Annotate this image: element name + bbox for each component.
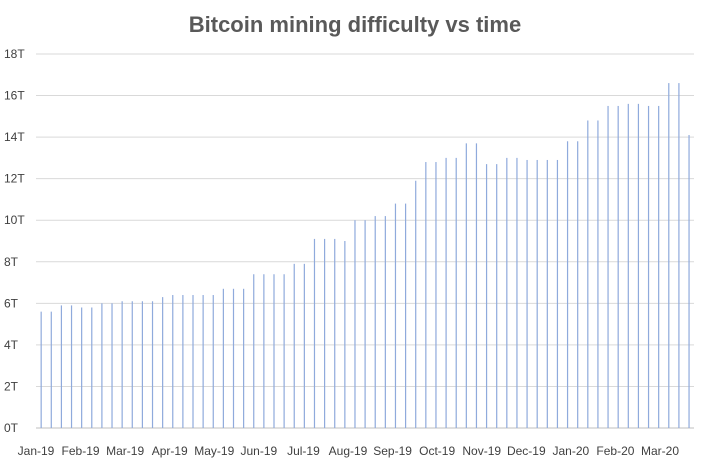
bar [283, 274, 285, 428]
y-tick-label: 4T [4, 338, 19, 352]
y-tick-label: 6T [4, 296, 19, 310]
bar [506, 157, 508, 428]
bar [577, 141, 579, 428]
bar [678, 83, 680, 428]
x-tick-label: Jun-19 [241, 444, 278, 458]
bar [182, 295, 184, 428]
bar [496, 164, 498, 428]
bar [172, 295, 174, 428]
bar [415, 180, 417, 428]
x-tick-label: Mar-20 [641, 444, 679, 458]
x-tick-label: Feb-20 [596, 444, 634, 458]
bar [101, 303, 103, 428]
bar [324, 238, 326, 428]
bar [384, 216, 386, 428]
bar [354, 220, 356, 428]
x-tick-label: Jul-19 [287, 444, 320, 458]
bar [475, 143, 478, 428]
bar [516, 157, 518, 428]
bar [404, 203, 407, 428]
bar [394, 203, 397, 428]
bar [212, 295, 214, 428]
bar [688, 135, 690, 429]
bar [81, 307, 83, 428]
y-tick-label: 18T [4, 47, 25, 61]
x-tick-label: May-19 [194, 444, 234, 458]
bar [597, 120, 599, 428]
bar [485, 164, 488, 428]
bar [313, 238, 316, 428]
y-tick-label: 14T [4, 130, 25, 144]
chart-title: Bitcoin mining difficulty vs time [188, 12, 522, 37]
bar [536, 159, 538, 428]
bar [141, 301, 143, 428]
bar [435, 162, 437, 429]
bar [60, 305, 63, 428]
y-tick-label: 10T [4, 213, 25, 227]
bar [70, 305, 73, 428]
bar [344, 241, 346, 428]
bar [192, 295, 194, 428]
y-tick-label: 0T [4, 421, 19, 435]
bar [546, 159, 548, 428]
bar [232, 288, 235, 428]
bar [566, 141, 569, 428]
bar [364, 220, 366, 428]
x-tick-label: Apr-19 [152, 444, 188, 458]
bar [202, 295, 204, 428]
bar [222, 288, 224, 428]
x-tick-label: Jan-19 [18, 444, 55, 458]
bar [668, 83, 670, 428]
bar [91, 307, 93, 428]
x-tick-label: Nov-19 [462, 444, 501, 458]
y-tick-label: 2T [4, 379, 19, 393]
bar [293, 263, 295, 428]
bar [587, 120, 589, 428]
bar [263, 274, 265, 428]
bar [111, 303, 113, 428]
y-tick-label: 8T [4, 255, 19, 269]
bar [617, 105, 619, 428]
bar [253, 274, 255, 428]
bar [303, 263, 305, 428]
bar [243, 288, 245, 428]
bar [445, 157, 447, 428]
x-tick-label: Dec-19 [507, 444, 546, 458]
y-tick-label: 16T [4, 89, 25, 103]
y-tick-label: 12T [4, 172, 25, 186]
bar [334, 238, 336, 428]
bar [151, 301, 154, 428]
bar [273, 274, 275, 428]
x-tick-label: Mar-19 [106, 444, 144, 458]
bar [465, 143, 467, 428]
bar [374, 216, 376, 428]
bar [40, 311, 42, 428]
x-tick-label: Sep-19 [373, 444, 412, 458]
bar [455, 157, 457, 428]
bar [647, 105, 650, 428]
bar [121, 301, 123, 428]
bar [637, 103, 640, 428]
bar [658, 105, 660, 428]
x-tick-label: Oct-19 [419, 444, 455, 458]
bar [162, 297, 164, 428]
bar [50, 311, 52, 428]
bar [526, 159, 528, 428]
bar [131, 301, 133, 428]
x-tick-label: Jan-20 [553, 444, 590, 458]
x-tick-label: Aug-19 [329, 444, 368, 458]
bar [627, 103, 629, 428]
bar [556, 159, 559, 428]
bar [607, 105, 609, 428]
x-tick-label: Feb-19 [62, 444, 100, 458]
bar [425, 162, 427, 429]
